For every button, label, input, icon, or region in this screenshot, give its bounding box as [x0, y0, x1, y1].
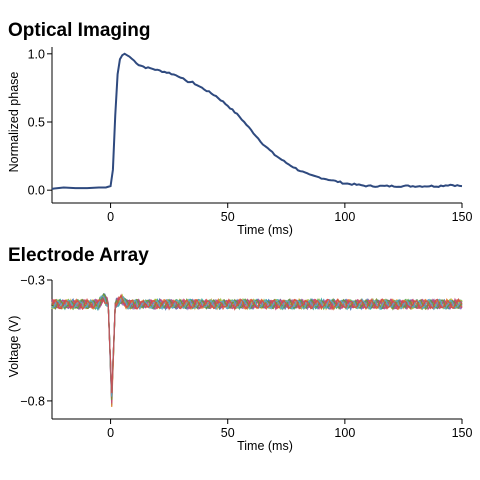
- x-tick-label: 100: [334, 210, 355, 224]
- y-tick-label: 0.5: [28, 116, 45, 130]
- electrode-plot-area: 0 50 100 150 −0.3 −0.8: [20, 274, 472, 441]
- panel-title-optical: Optical Imaging: [8, 20, 151, 41]
- optical-plot-area: 0 50 100 150 0.0 0.5 1.0: [28, 47, 473, 224]
- y-axis-label-optical: Normalized phase: [7, 72, 21, 173]
- electrode-trace: [51, 293, 463, 394]
- x-tick-label: 50: [221, 426, 235, 440]
- x-tick-label: 0: [107, 426, 114, 440]
- optical-imaging-panel: Optical Imaging 0 50 100 150 0.0 0.5 1.0 Time …: [7, 20, 472, 237]
- optical-series-line: [51, 52, 463, 190]
- x-tick-label: 150: [452, 210, 473, 224]
- x-axis-label-optical: Time (ms): [237, 223, 293, 237]
- x-tick-label: 150: [452, 426, 473, 440]
- y-tick-label: −0.3: [20, 274, 45, 288]
- y-tick-label: 1.0: [28, 47, 45, 61]
- x-tick-label: 0: [107, 210, 114, 224]
- x-axis-label-electrode: Time (ms): [237, 439, 293, 453]
- x-tick-label: 100: [334, 426, 355, 440]
- electrode-array-panel: Electrode Array 0 50 100 150 −0.3 −0.8 Time (…: [7, 245, 472, 453]
- x-tick-label: 50: [221, 210, 235, 224]
- electrode-trace: [51, 295, 463, 397]
- y-tick-label: 0.0: [28, 184, 45, 198]
- y-tick-label: −0.8: [20, 394, 45, 408]
- panel-title-electrode: Electrode Array: [8, 245, 149, 266]
- y-axis-label-electrode: Voltage (V): [7, 316, 21, 378]
